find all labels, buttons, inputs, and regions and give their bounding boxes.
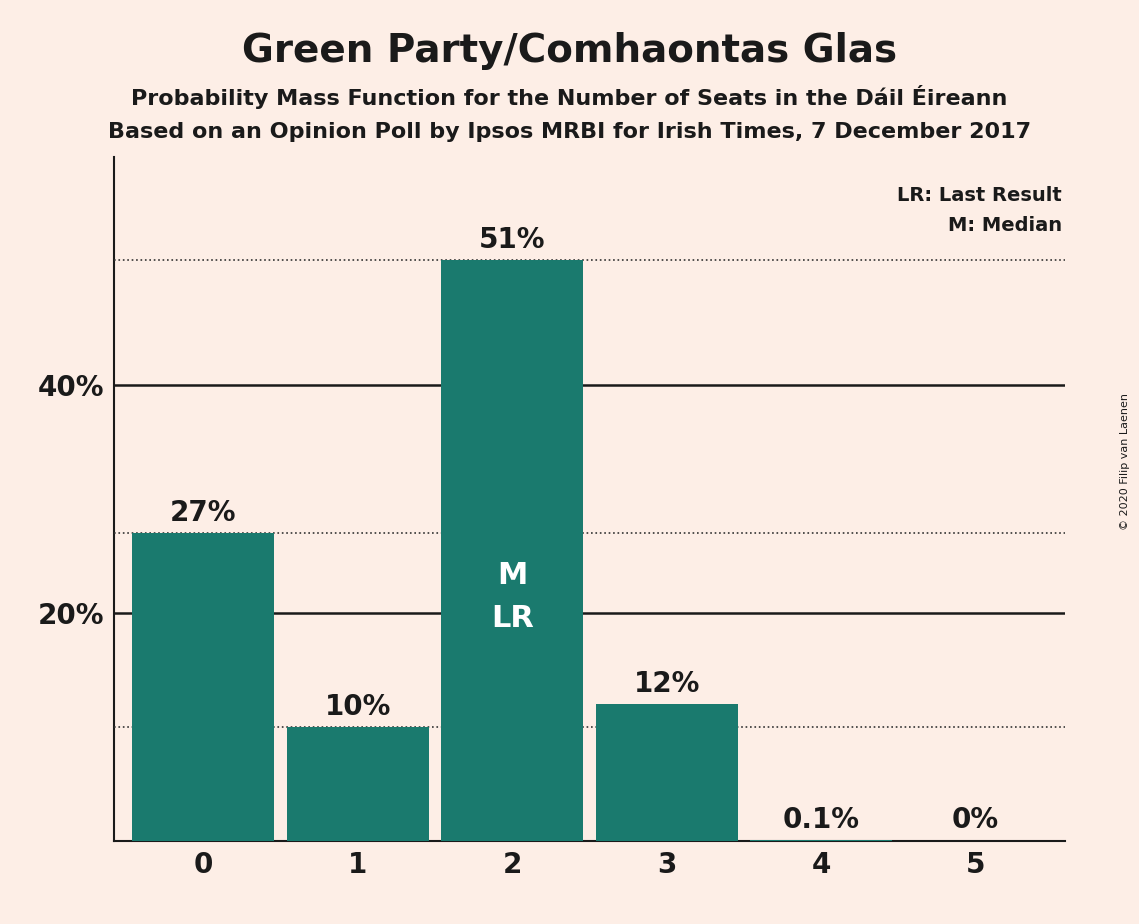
Text: © 2020 Filip van Laenen: © 2020 Filip van Laenen — [1121, 394, 1130, 530]
Text: LR: Last Result: LR: Last Result — [898, 186, 1062, 204]
Text: 0%: 0% — [952, 806, 999, 834]
Text: 0.1%: 0.1% — [782, 806, 860, 834]
Text: M
LR: M LR — [491, 561, 534, 633]
Text: 27%: 27% — [170, 500, 237, 528]
Text: 10%: 10% — [325, 693, 391, 722]
Bar — [749, 840, 892, 841]
Text: M: Median: M: Median — [948, 216, 1062, 236]
Text: Probability Mass Function for the Number of Seats in the Dáil Éireann: Probability Mass Function for the Number… — [131, 85, 1008, 109]
Text: 12%: 12% — [633, 671, 699, 699]
Bar — [596, 704, 738, 841]
Bar — [132, 533, 274, 841]
Text: Green Party/Comhaontas Glas: Green Party/Comhaontas Glas — [241, 32, 898, 70]
Text: 51%: 51% — [480, 226, 546, 254]
Bar — [441, 260, 583, 841]
Bar — [287, 727, 429, 841]
Text: Based on an Opinion Poll by Ipsos MRBI for Irish Times, 7 December 2017: Based on an Opinion Poll by Ipsos MRBI f… — [108, 122, 1031, 142]
